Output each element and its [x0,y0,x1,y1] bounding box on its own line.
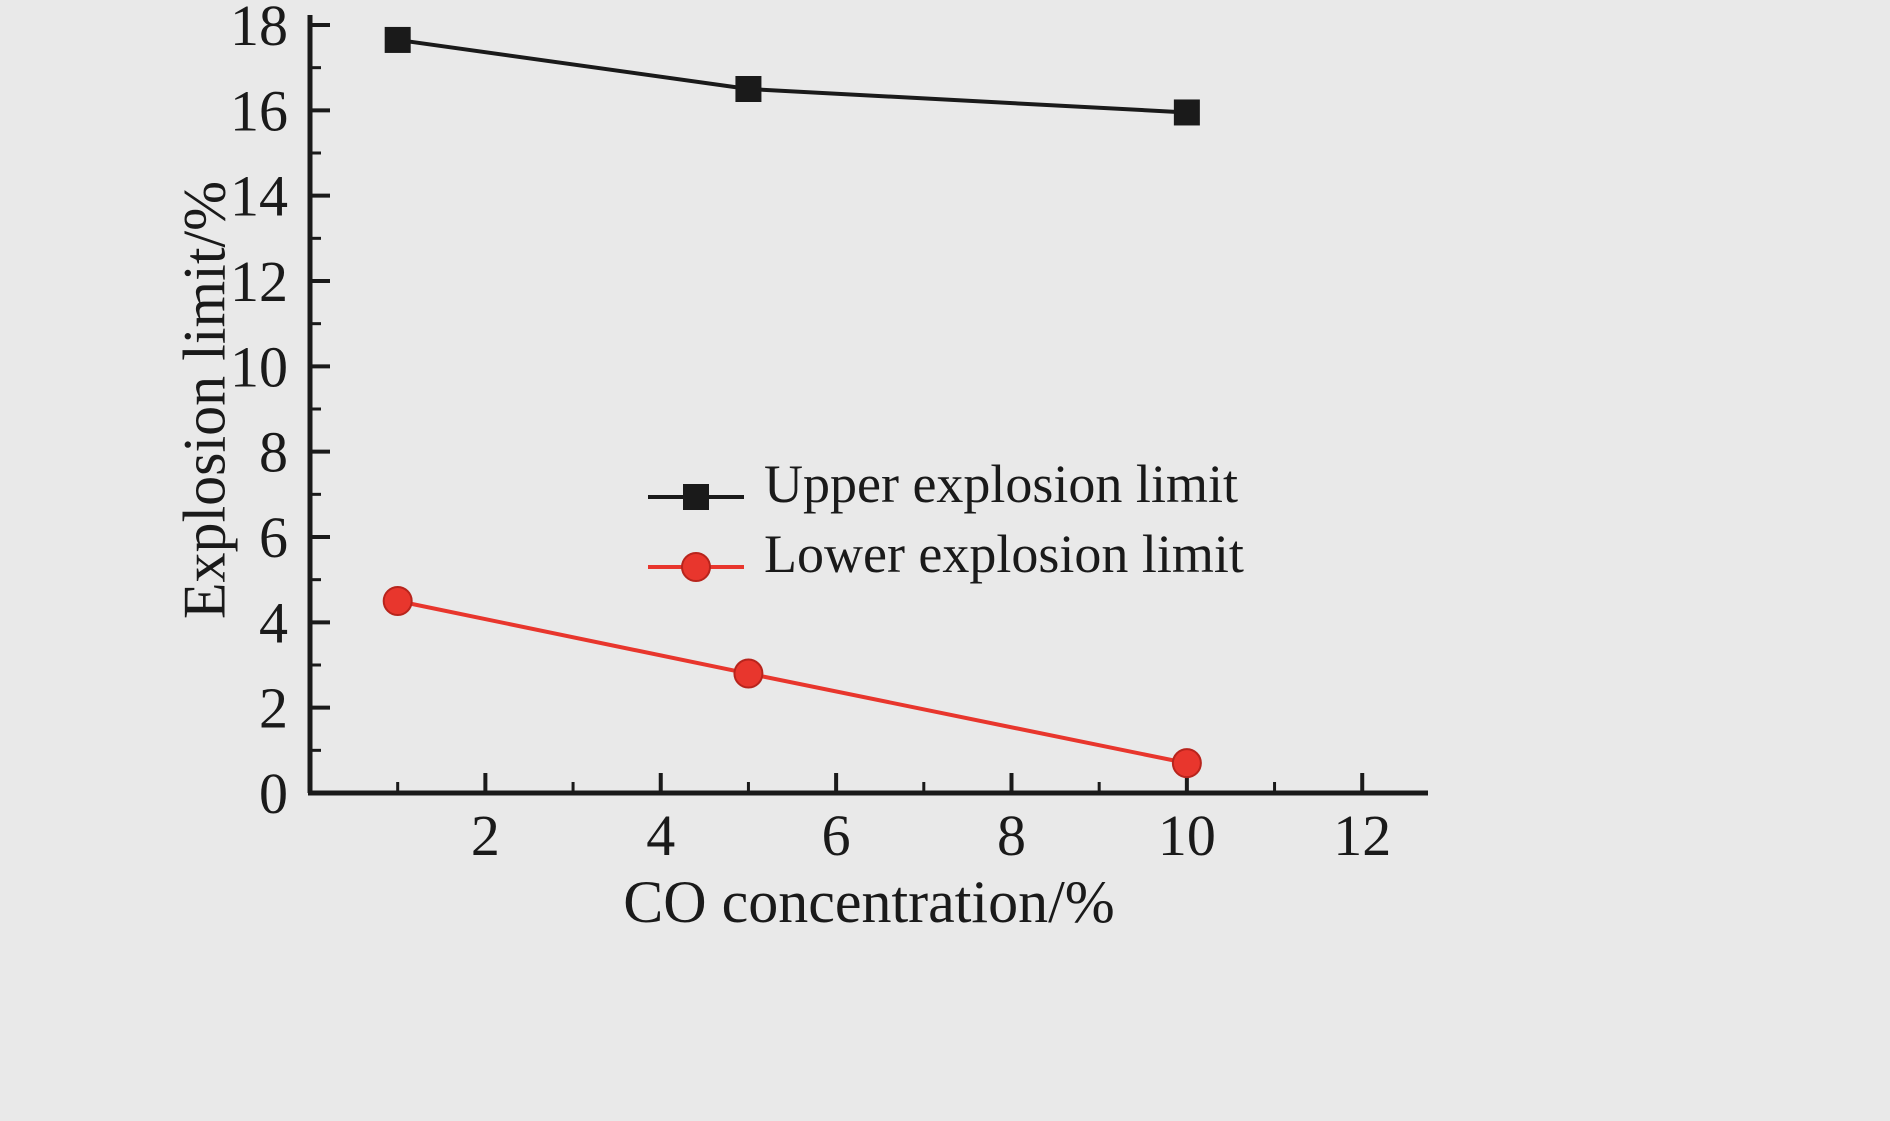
legend-symbol-svg [648,552,744,582]
y-tick-label: 18 [230,0,288,58]
lower-series-marker-icon [648,536,744,582]
y-tick-label: 6 [259,505,288,570]
series-1-marker [1171,748,1202,779]
x-tick-label: 2 [471,803,500,868]
legend-label-upper: Upper explosion limit [764,454,1238,514]
y-axis-title: Explosion limit/% [171,180,238,620]
y-tick-label: 8 [259,420,288,485]
x-tick-label: 12 [1333,803,1391,868]
series-1-line [397,599,1188,766]
series-0-marker [384,26,411,53]
series-1-marker [733,658,764,689]
y-tick-label: 4 [259,590,288,655]
y-tick-label: 16 [230,78,288,143]
legend-marker [681,552,711,582]
x-tick-label: 4 [646,803,675,868]
y-tick-label: 10 [230,334,288,399]
series-0-marker [1173,99,1200,126]
series-0-group [384,26,1200,126]
legend-marker [683,484,709,510]
series-1-group [382,586,1202,779]
x-axis-title: CO concentration/% [623,869,1115,935]
legend-entry-lower: Lower explosion limit [648,522,1244,586]
legend: Upper explosion limit Lower explosion li… [648,452,1244,586]
series-0-marker [735,76,762,102]
y-tick-label: 14 [230,164,288,229]
y-tick-label: 12 [230,249,288,314]
upper-series-marker-icon [648,466,744,510]
y-tick-label: 2 [259,676,288,741]
x-tick-label: 6 [822,803,851,868]
y-tick-label: 0 [259,761,288,826]
x-tick-label: 10 [1158,803,1216,868]
legend-symbol-svg [648,484,744,510]
series-1-marker [382,586,413,616]
legend-entry-upper: Upper explosion limit [648,452,1244,516]
x-tick-label: 8 [997,803,1026,868]
series-0-line [397,37,1187,115]
legend-label-lower: Lower explosion limit [764,524,1244,584]
